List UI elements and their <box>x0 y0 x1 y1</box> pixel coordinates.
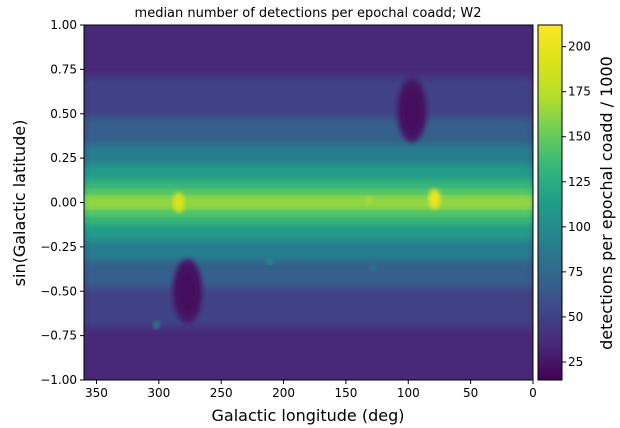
chart-title: median number of detections per epochal … <box>135 6 482 21</box>
colorbar-tick-label-50: 50 <box>568 310 583 324</box>
y-tick-label-1: 0.75 <box>50 62 77 76</box>
y-tick-label-5: −0.25 <box>40 240 77 254</box>
plane-bright-spot-285 <box>172 192 185 213</box>
y-axis-label: sin(Galactic latitude) <box>10 120 29 287</box>
heatmap-image <box>84 25 533 380</box>
plane-bright-spot-80 <box>428 188 441 209</box>
colorbar <box>537 24 563 381</box>
x-axis: 350 300 250 200 150 100 50 0 <box>85 380 537 400</box>
y-tick-label-7: −0.75 <box>40 329 77 343</box>
ecliptic-pole-north <box>402 88 423 133</box>
colorbar-tick-label-125: 125 <box>568 175 591 189</box>
colorbar-tick-label-100: 100 <box>568 220 591 234</box>
x-tick-label-150: 150 <box>334 386 357 400</box>
x-axis-label: Galactic longitude (deg) <box>212 406 405 425</box>
colorbar-tick-label-150: 150 <box>568 130 591 144</box>
colorbar-tick-label-175: 175 <box>568 85 591 99</box>
y-tick-label-3: 0.25 <box>50 151 77 165</box>
x-tick-label-200: 200 <box>272 386 295 400</box>
knot-211 <box>266 257 274 266</box>
lmc-region <box>152 320 160 329</box>
y-tick-label-4: 0.00 <box>50 196 77 210</box>
knot-132 <box>364 196 372 205</box>
ecliptic-pole-south <box>177 269 198 314</box>
y-tick-label-6: −0.50 <box>40 284 77 298</box>
colorbar-tick-label-75: 75 <box>568 265 583 279</box>
knot-128 <box>369 264 377 273</box>
colorbar-label: detections per epochal coadd / 1000 <box>597 56 616 350</box>
x-tick-label-250: 250 <box>210 386 233 400</box>
galactic-plane-band-6 <box>84 196 533 209</box>
x-tick-label-350: 350 <box>85 386 108 400</box>
y-tick-label-2: 0.50 <box>50 107 77 121</box>
y-axis: 1.00 0.75 0.50 0.25 0.00 −0.25 −0.50 −0.75 −1.00 <box>40 18 84 387</box>
x-tick-label-100: 100 <box>397 386 420 400</box>
colorbar-axis: 25 50 75 100 125 150 175 200 <box>562 40 591 369</box>
x-tick-label-300: 300 <box>147 386 170 400</box>
colorbar-tick-label-25: 25 <box>568 355 583 369</box>
colorbar-tick-label-200: 200 <box>568 40 591 54</box>
y-tick-label-8: −1.00 <box>40 373 77 387</box>
x-tick-label-50: 50 <box>463 386 478 400</box>
x-tick-label-0: 0 <box>529 386 537 400</box>
y-tick-label-0: 1.00 <box>50 18 77 32</box>
